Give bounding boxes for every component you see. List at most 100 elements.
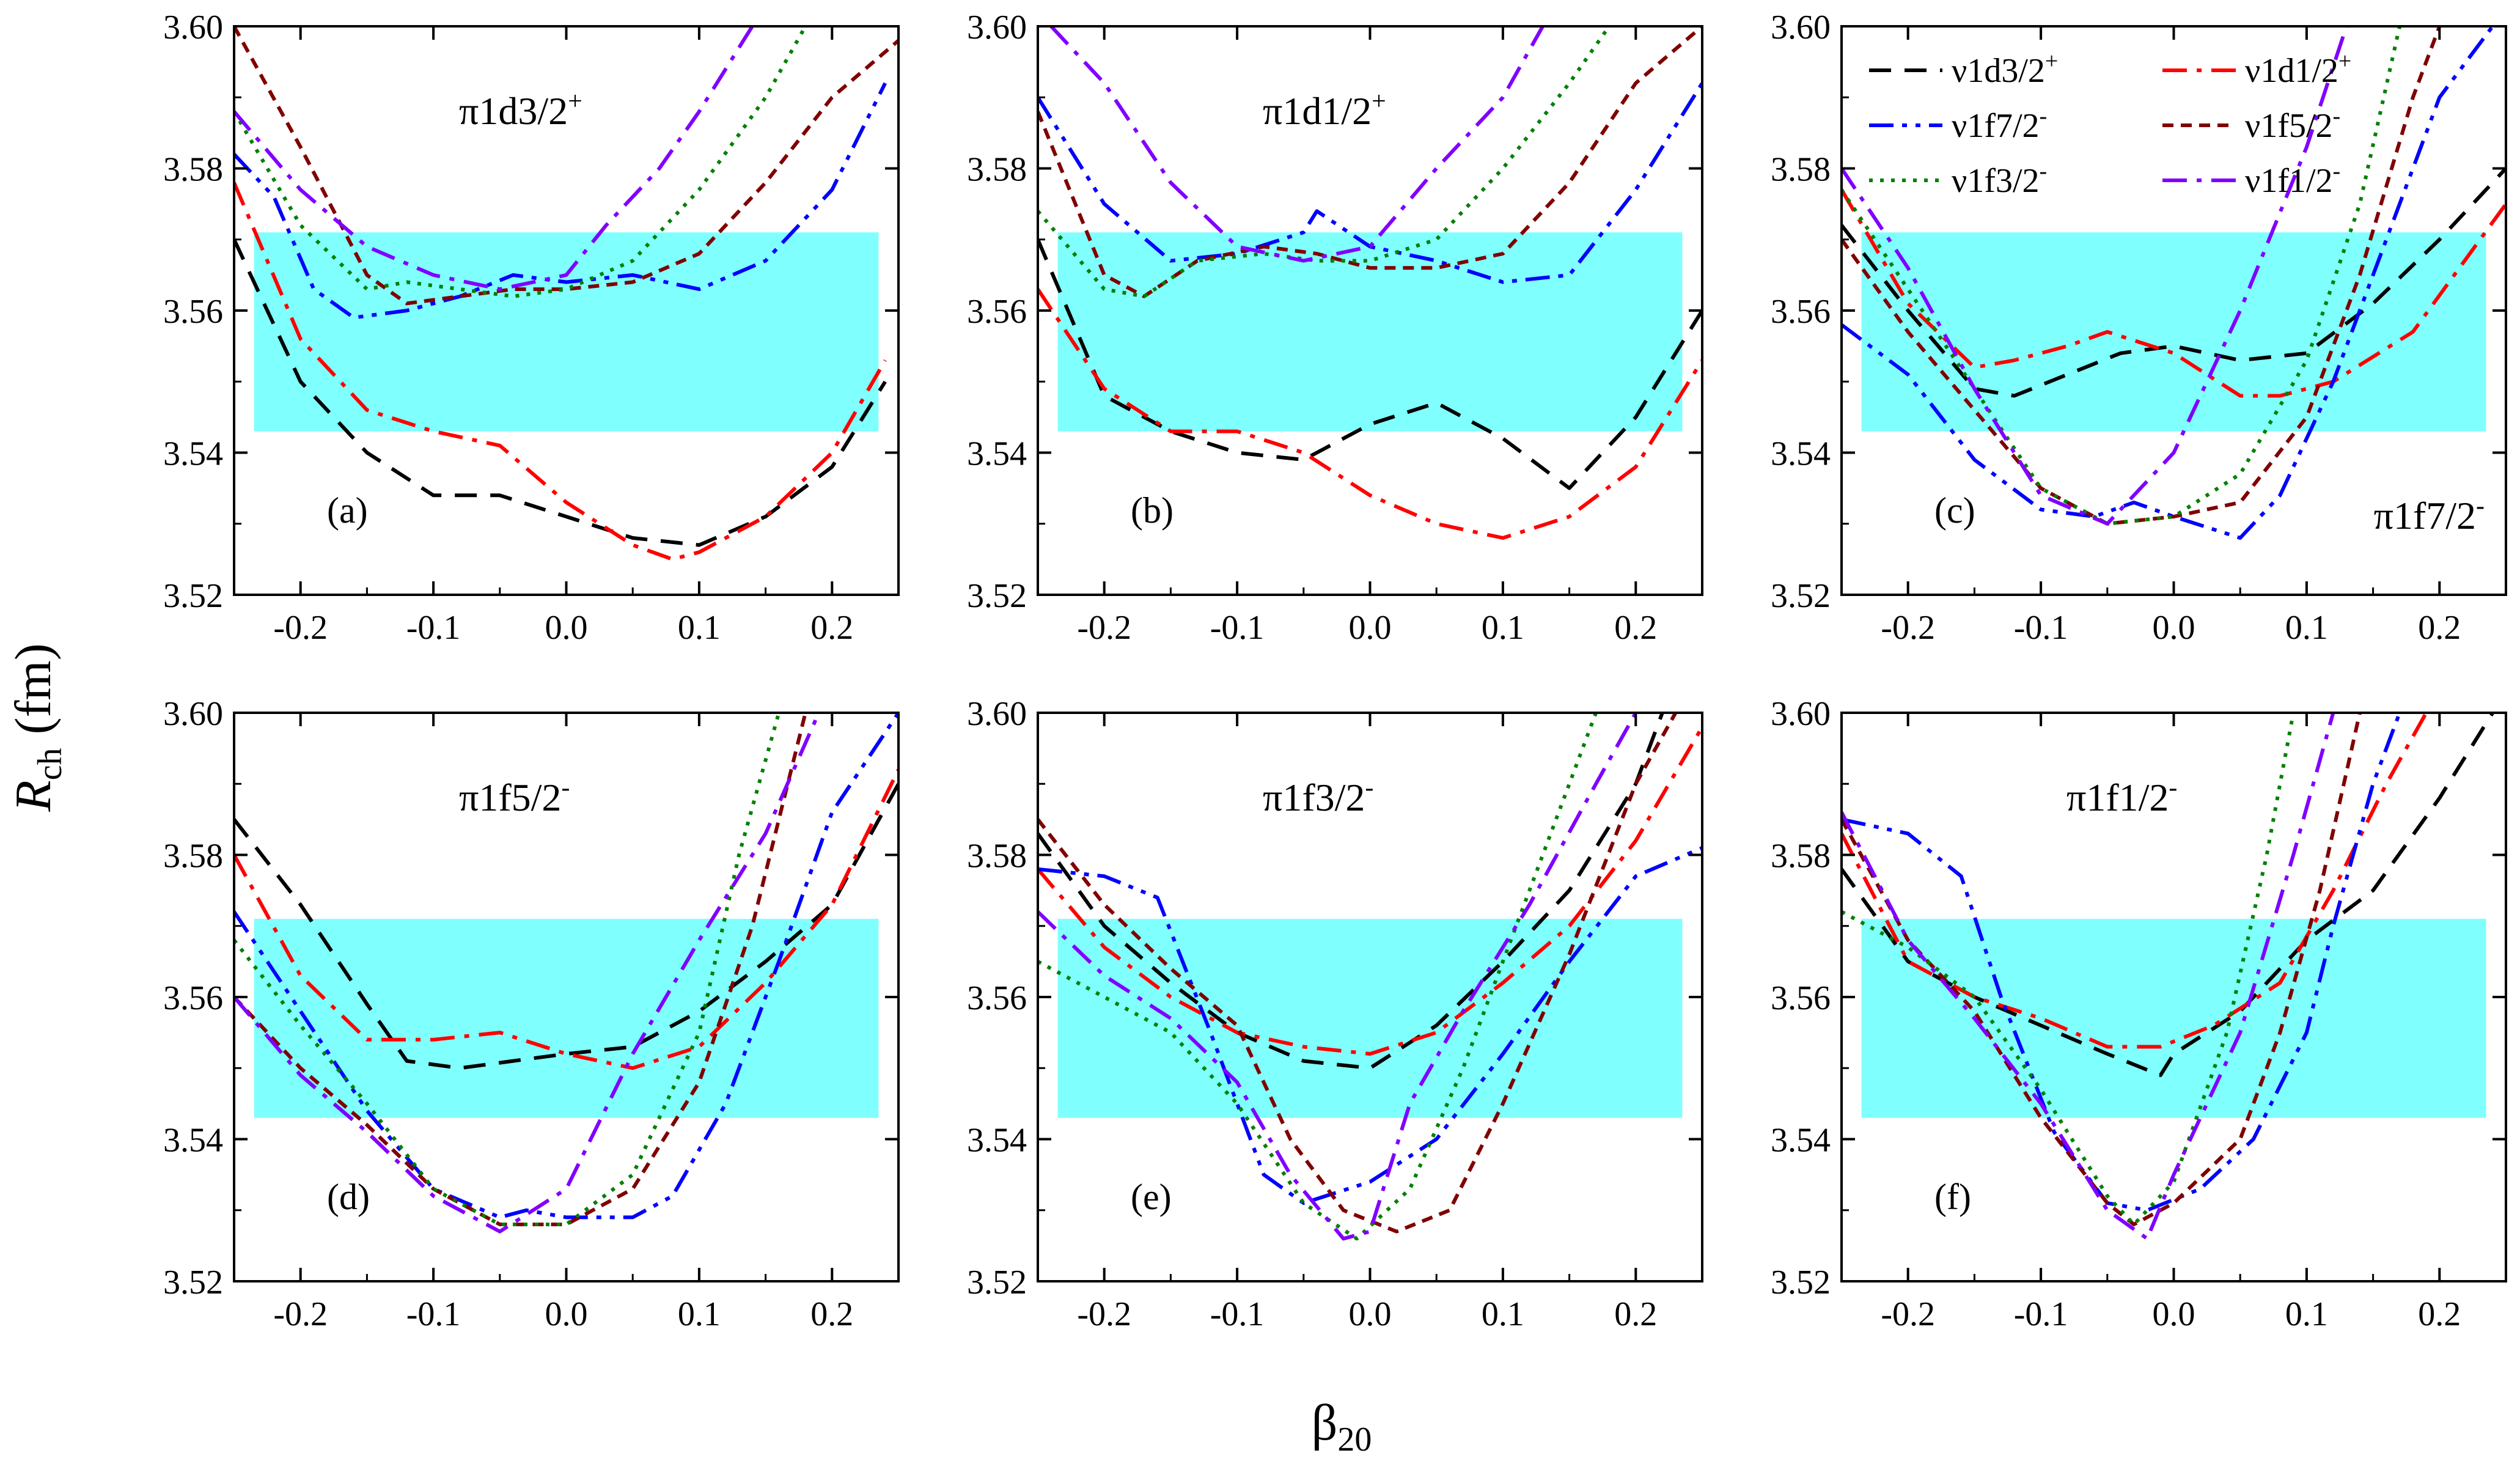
y-tick-label: 3.60 (1771, 695, 1831, 733)
y-tick-label: 3.60 (967, 695, 1027, 733)
experimental-band (254, 919, 879, 1118)
panel-0: -0.2 -0.1 0.0 0.1 0.2 3.52 3.54 3.56 3.58 3.60 (a)… (163, 9, 900, 647)
x-tick-label: 0.1 (2285, 1295, 2328, 1333)
series-line-d12 (1842, 713, 2428, 1049)
series-line-d12 (1842, 188, 2506, 398)
y-tick-label: 3.58 (967, 151, 1027, 189)
panel-title-main: π1d1/2 (1263, 89, 1372, 133)
x-axis-title: β20 (1312, 1394, 1372, 1459)
y-tick-label: 3.54 (163, 435, 223, 473)
x-tick-label: -0.1 (2014, 1295, 2068, 1333)
series-line-f32 (1038, 713, 1598, 1241)
x-axis-title-main: β (1312, 1394, 1338, 1451)
panel-title-sup: + (1372, 87, 1386, 116)
y-tick-label: 3.52 (1771, 577, 1831, 615)
panel-tag: (a) (327, 490, 368, 531)
x-tick-label: -0.1 (2014, 609, 2068, 647)
y-tick-label: 3.54 (967, 435, 1027, 473)
x-tick-label: 0.1 (1482, 1295, 1524, 1333)
panel-title-main: π1d3/2 (459, 89, 568, 133)
panel-title-main: π1f1/2 (2066, 776, 2169, 819)
x-axis-title-sub: 20 (1337, 1421, 1372, 1459)
y-tick-label: 3.58 (967, 837, 1027, 875)
x-tick-label: 0.2 (1614, 1295, 1657, 1333)
panel-title: π1f1/2- (2066, 774, 2177, 819)
x-tick-label: 0.2 (1614, 609, 1657, 647)
series-line-f72 (1842, 713, 2401, 1212)
series-line-d12 (234, 768, 898, 1070)
y-tick-label: 3.52 (967, 577, 1027, 615)
x-tick-label: 0.2 (810, 609, 853, 647)
y-axis-title-unit: (fm) (5, 643, 62, 734)
panel-tag: (f) (1934, 1177, 1971, 1217)
legend-label-d32: ν1d3/2+ (1952, 48, 2058, 90)
series-group (1038, 26, 1702, 540)
series-group (1038, 713, 1702, 1241)
y-axis-title-sub: ch (31, 748, 69, 781)
legend-label-main: ν1d1/2 (2245, 52, 2338, 90)
series-line-d12 (234, 182, 887, 561)
panel-2: -0.2 -0.1 0.0 0.1 0.2 3.52 3.54 3.56 3.58 3.60 (c)… (1771, 9, 2507, 647)
y-tick-label: 3.58 (1771, 837, 1831, 875)
series-line-d32 (1038, 238, 1702, 490)
panel-title-sup: - (1365, 774, 1373, 802)
x-tick-label: -0.2 (1077, 1295, 1131, 1333)
series-group (234, 713, 898, 1234)
legend-label-sup: + (2338, 48, 2351, 74)
legend-label-f32: ν1f3/2- (1952, 158, 2047, 200)
x-tick-label: 0.0 (2153, 1295, 2195, 1333)
x-tick-label: -0.2 (1881, 609, 1935, 647)
series-line-f52 (234, 713, 807, 1226)
y-tick-label: 3.54 (163, 1122, 223, 1160)
legend-label-main: ν1f3/2 (1952, 162, 2040, 200)
series-line-f72 (1842, 26, 2494, 540)
experimental-band (254, 232, 879, 432)
experimental-band (1861, 232, 2486, 432)
y-tick-label: 3.52 (163, 577, 223, 615)
series-line-f12 (234, 26, 754, 292)
legend-label-main: ν1d3/2 (1952, 52, 2045, 90)
y-tick-label: 3.60 (1771, 9, 1831, 46)
series-line-f52 (234, 26, 898, 306)
panel-tag: (e) (1131, 1177, 1172, 1217)
x-tick-label: -0.1 (406, 1295, 461, 1333)
y-tick-label: 3.56 (163, 979, 223, 1017)
y-tick-label: 3.52 (163, 1264, 223, 1301)
panel-title-main: π1f7/2 (2374, 494, 2476, 537)
x-tick-label: 0.1 (678, 1295, 721, 1333)
panel-5: -0.2 -0.1 0.0 0.1 0.2 3.52 3.54 3.56 3.58 3.60 (f)… (1771, 695, 2507, 1333)
panel-title-main: π1f3/2 (1263, 776, 1365, 819)
series-line-d32 (1842, 713, 2494, 1077)
y-tick-label: 3.52 (1771, 1264, 1831, 1301)
panel-tag: (b) (1131, 490, 1174, 531)
y-tick-label: 3.58 (1771, 151, 1831, 189)
x-tick-label: -0.1 (1210, 1295, 1265, 1333)
legend-label-main: ν1f7/2 (1952, 107, 2040, 145)
series-line-f52 (1038, 713, 1678, 1234)
series-line-f72 (234, 82, 887, 320)
y-tick-label: 3.60 (163, 695, 223, 733)
y-tick-label: 3.52 (967, 1264, 1027, 1301)
panel-title-main: π1f5/2 (459, 776, 561, 819)
experimental-band (1057, 232, 1683, 432)
legend-label-main: ν1f5/2 (2245, 107, 2333, 145)
x-tick-label: 0.2 (2418, 1295, 2461, 1333)
x-tick-label: -0.1 (1210, 609, 1265, 647)
legend: ν1d3/2+ ν1d1/2+ν1f7/2- ν1f5/2-ν1f3/2- ν1f1/… (1869, 48, 2351, 200)
legend-label-f72: ν1f7/2- (1952, 103, 2047, 145)
x-tick-label: -0.2 (273, 609, 328, 647)
y-tick-label: 3.56 (163, 293, 223, 331)
legend-label-sup: - (2333, 103, 2341, 129)
legend-label-sup: - (2040, 103, 2048, 129)
panel-tag: (d) (327, 1177, 370, 1217)
series-line-d32 (1842, 167, 2506, 398)
series-line-f12 (1038, 713, 1637, 1241)
series-line-f52 (1842, 713, 2362, 1226)
series-line-f52 (1842, 26, 2442, 526)
series-line-f12 (1842, 26, 2348, 526)
series-line-f72 (234, 713, 898, 1220)
x-tick-label: 0.1 (1482, 609, 1524, 647)
x-tick-label: -0.2 (1077, 609, 1131, 647)
legend-label-f52: ν1f5/2- (2245, 103, 2340, 145)
series-line-f72 (1038, 846, 1702, 1205)
